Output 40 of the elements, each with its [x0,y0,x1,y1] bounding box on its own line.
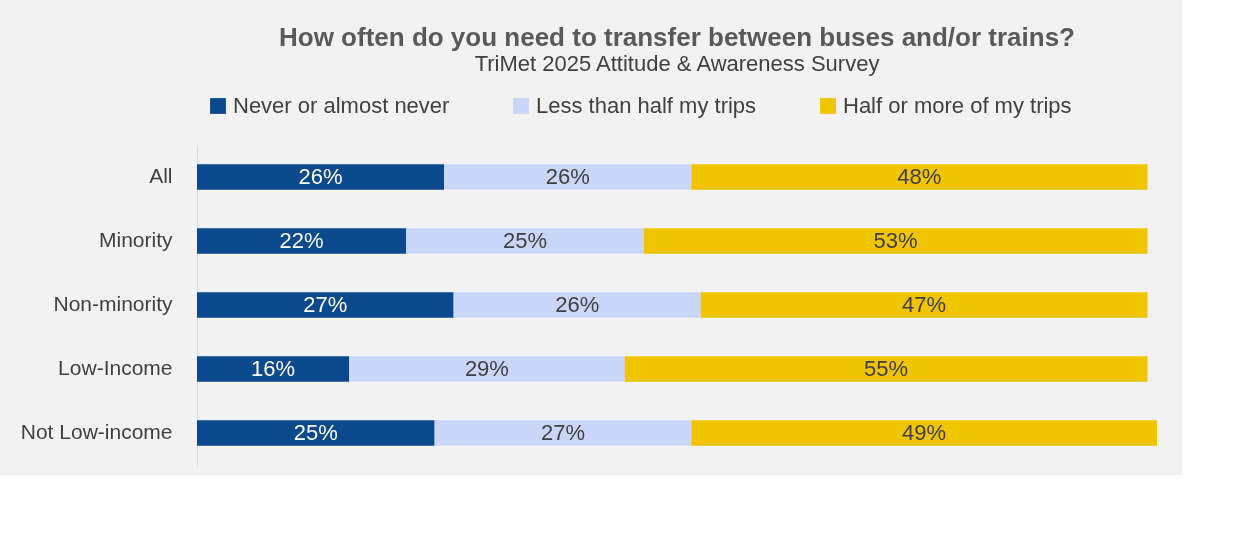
data-label: 48% [897,164,942,189]
bar [197,228,407,254]
bar [444,164,692,190]
data-label: 27% [303,292,348,317]
chart-title: How often do you need to transfer between buses and/or trains? [279,22,1075,52]
data-label: 49% [902,420,947,445]
data-label: 55% [864,356,909,381]
bar [624,356,1148,382]
bar [197,164,445,190]
bar [406,228,644,254]
data-label: 29% [464,356,509,381]
y-tick-label: Low-Income [58,356,173,379]
bar [197,292,454,318]
y-tick-label: Non-minority [53,292,173,315]
data-label: 16% [251,356,296,381]
y-tick-label: Minority [98,228,173,251]
bar [434,420,692,446]
legend-label: Less than half my trips [536,93,757,118]
data-label: 26% [555,292,600,317]
bar [197,420,435,446]
bar [349,356,625,382]
bar [691,420,1157,446]
data-label: 25% [502,228,547,253]
bar [700,292,1148,318]
y-tick-label: Not Low-income [20,420,173,443]
y-tick-label: All [149,164,173,187]
chart-subtitle: TriMet 2025 Attitude & Awareness Survey [474,51,880,76]
legend-label: Never or almost never [233,93,450,118]
data-label: 47% [902,292,947,317]
bar [453,292,701,318]
data-label: 25% [293,420,338,445]
data-label: 26% [298,164,343,189]
legend-label: Half or more of my trips [843,93,1072,118]
data-label: 27% [540,420,585,445]
bar [691,164,1148,190]
data-label: 53% [873,228,918,253]
data-label: 22% [279,228,324,253]
bar [643,228,1148,254]
data-label: 26% [545,164,590,189]
bar [197,356,350,382]
